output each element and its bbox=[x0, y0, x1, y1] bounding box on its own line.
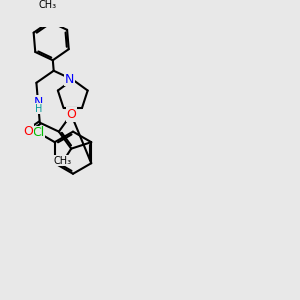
Text: O: O bbox=[66, 108, 76, 121]
Text: CH₃: CH₃ bbox=[53, 156, 71, 166]
Text: H: H bbox=[35, 103, 42, 114]
Text: N: N bbox=[34, 96, 43, 109]
Text: Cl: Cl bbox=[33, 126, 45, 140]
Text: N: N bbox=[65, 73, 74, 86]
Text: CH₃: CH₃ bbox=[39, 0, 57, 10]
Text: O: O bbox=[23, 125, 33, 138]
